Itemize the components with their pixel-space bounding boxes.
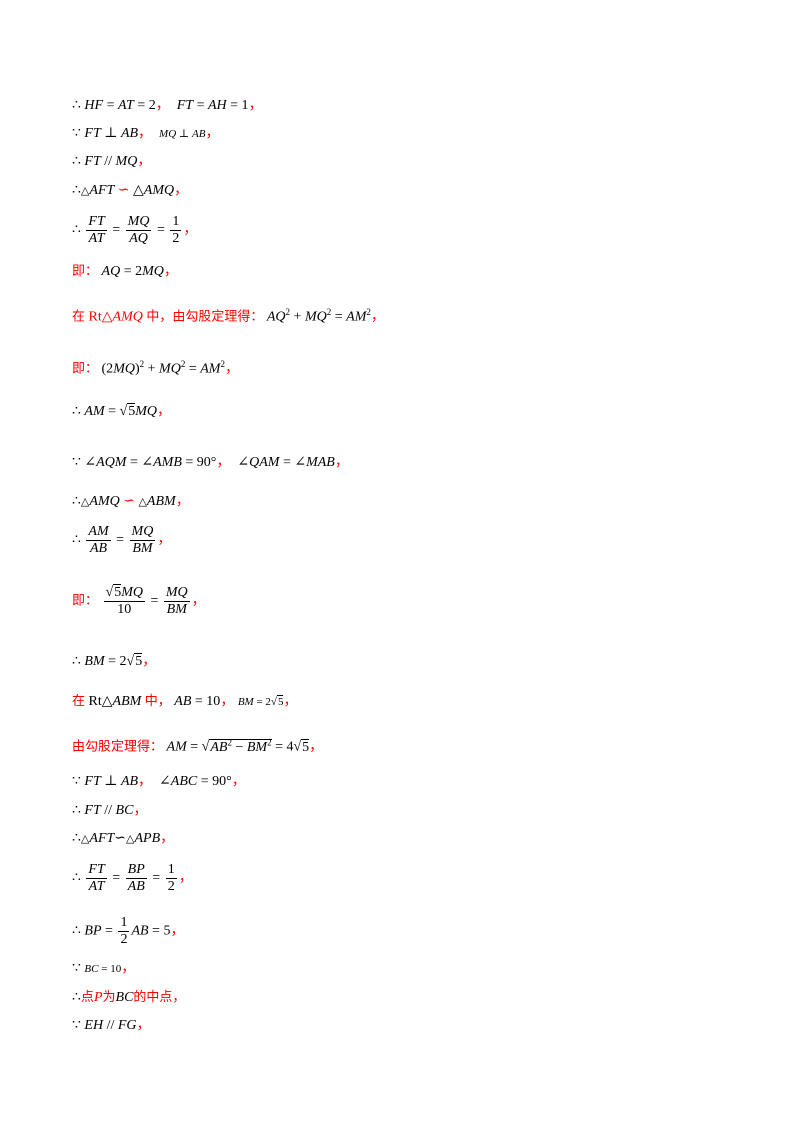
proof-line-9: ∴ AM = √5MQ， (72, 403, 172, 419)
proof-line-21: ∴ BP = 1 2 AB = 5， (72, 915, 185, 947)
proof-line-11: ∴△AMQ ∽ △ABM， (72, 494, 190, 509)
proof-line-16: 由勾股定理得： AM = √AB2 − BM2 = 4√5， (72, 737, 324, 755)
proof-line-20: ∴ FT AT = BP AB = 1 2， (72, 862, 193, 894)
proof-line-17: ∵ FT ⊥ AB， ∠ABC = 90°， (72, 774, 246, 789)
proof-line-5: ∴ FT AT = MQ AQ = 1 2， (72, 214, 198, 246)
proof-line-10: ∵ ∠AQM = ∠AMB = 90°， ∠QAM = ∠MAB， (72, 455, 349, 470)
proof-line-15: 在 Rt△ABM 中， AB = 10， BM = 2√5， (72, 694, 298, 709)
proof-line-2: ∵ FT ⊥ AB， MQ ⊥ AB， (72, 126, 220, 141)
proof-line-3: ∴ FT // MQ， (72, 154, 152, 169)
proof-line-18: ∴ FT // BC， (72, 803, 148, 818)
proof-line-7: 在 Rt△AMQ 中，由勾股定理得： AQ2 + MQ2 = AM2， (72, 307, 385, 325)
proof-line-8: 即： (2MQ)2 + MQ2 = AM2， (72, 359, 239, 377)
proof-line-13: 即： √5MQ 10 = MQ BM， (72, 584, 206, 617)
proof-line-24: ∵ EH // FG， (72, 1018, 151, 1033)
proof-line-23: ∴点P为BC的中点， (72, 990, 186, 1005)
proof-line-1: ∴ HF = AT = 2， FT = AH = 1， (72, 98, 263, 113)
proof-line-4: ∴△AFT ∽ △AMQ， (72, 183, 189, 198)
proof-line-19: ∴△AFT∽△APB， (72, 831, 175, 846)
proof-line-14: ∴ BM = 2√5， (72, 653, 157, 669)
proof-line-6: 即： AQ = 2MQ， (72, 264, 178, 279)
proof-line-12: ∴ AM AB = MQ BM， (72, 524, 172, 556)
proof-line-22: ∵ BC = 10， (72, 961, 136, 976)
